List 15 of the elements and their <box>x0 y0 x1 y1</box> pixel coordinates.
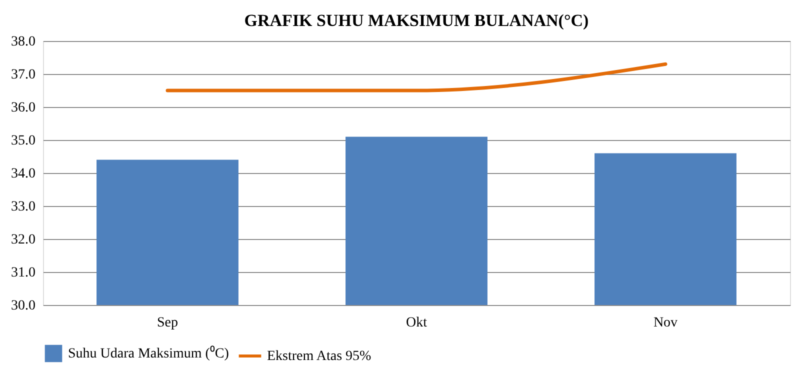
y-tick-label: 32.0 <box>11 232 36 248</box>
x-tick-label: Okt <box>406 316 428 330</box>
y-tick-label: 35.0 <box>11 134 36 148</box>
legend-label: Suhu Udara Maksimum (⁰C) <box>68 346 230 362</box>
y-tick-label: 33.0 <box>11 200 36 214</box>
legend-label: Ekstrem Atas 95% <box>267 349 372 364</box>
y-tick-label: 38.0 <box>11 34 36 50</box>
y-tick-label: 36.0 <box>11 100 36 116</box>
chart-title: GRAFIK SUHU MAKSIMUM BULANAN(°C) <box>244 11 589 30</box>
x-tick-label: Sep <box>157 316 178 330</box>
y-tick-label: 34.0 <box>11 166 36 182</box>
x-tick-label: Nov <box>653 316 678 330</box>
y-tick-label: 30.0 <box>11 298 36 314</box>
y-tick-label: 37.0 <box>11 68 36 82</box>
y-tick-label: 31.0 <box>11 266 36 280</box>
